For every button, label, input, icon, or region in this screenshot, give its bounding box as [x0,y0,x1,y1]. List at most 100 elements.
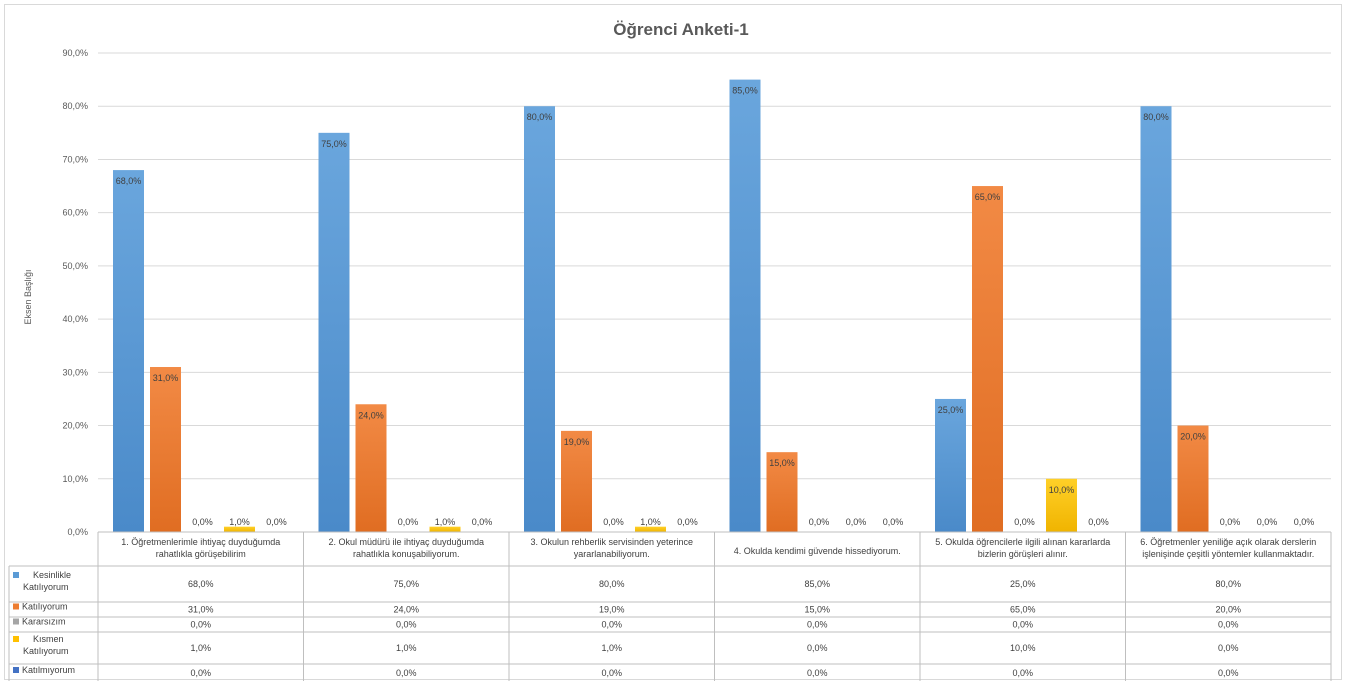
category-label: 4. Okulda kendimi güvende hissediyorum. [734,546,901,556]
y-tick-label: 0,0% [67,527,88,537]
data-label: 0,0% [1294,517,1315,527]
category-label: yararlanabiliyorum. [574,549,650,559]
y-tick-label: 80,0% [62,101,88,111]
data-label: 24,0% [358,410,384,420]
table-cell: 0,0% [601,668,622,678]
data-label: 68,0% [116,176,142,186]
table-cell: 0,0% [807,620,828,630]
gridlines [98,52,1331,533]
bar [355,404,387,532]
table-cell: 0,0% [190,620,211,630]
table-cell: 0,0% [396,620,417,630]
data-label: 75,0% [321,139,347,149]
table-cell: 80,0% [599,579,625,589]
table-cell: 1,0% [396,643,417,653]
data-label: 20,0% [1180,432,1206,442]
y-tick-label: 90,0% [62,48,88,58]
table-cell: 0,0% [1012,668,1033,678]
category-label: 2. Okul müdürü ile ihtiyaç duyduğumda [328,537,484,547]
legend-label: Katılıyorum [22,602,68,612]
category-label: işlenişinde çeşitli yöntemler kullanmakt… [1142,549,1314,559]
legend-label: Katılmıyorum [22,665,75,675]
category-label: rahatlıkla görüşebilirim [156,549,246,559]
data-label: 0,0% [1220,517,1241,527]
data-label: 0,0% [192,517,213,527]
bar [972,186,1003,533]
category-label: 6. Öğretmenler yeniliğe açık olarak ders… [1140,537,1316,547]
data-label: 80,0% [527,112,553,122]
category-label: 5. Okulda öğrencilerle ilgili alınan kar… [935,537,1110,547]
table-cell: 85,0% [804,579,830,589]
table-cell: 19,0% [599,605,625,615]
data-table: 1. Öğretmenlerimle ihtiyaç duyduğumda rah… [8,531,1332,681]
table-cell: 75,0% [393,579,419,589]
category-label: rahatlıkla konuşabiliyorum. [353,549,460,559]
legend-key-1 [13,603,19,610]
data-label: 19,0% [564,437,590,447]
data-labels: 68,0% 31,0% 0,0% 1,0% 0,0% 75,0% 24,0% 0,0% 1,0%… [116,86,1315,527]
legend-label: Kararsızım [22,617,66,627]
category-label: 3. Okulun rehberlik servisinden yeterinc… [530,537,693,547]
table-cell: 0,0% [807,668,828,678]
data-label: 1,0% [435,517,456,527]
bar [318,132,350,532]
table-cell: 10,0% [1010,643,1036,653]
table-cell: 24,0% [393,605,419,615]
y-tick-label: 50,0% [62,261,88,271]
category-label: bizlerin görüşleri alınır. [978,549,1068,559]
y-axis-label: Eksen Başlığı [23,269,33,324]
table-cell: 31,0% [188,605,214,615]
y-tick-label: 20,0% [62,421,88,431]
y-tick-label: 70,0% [62,154,88,164]
legend-key-0 [13,572,19,578]
data-label: 0,0% [472,517,493,527]
table-cell: 1,0% [190,643,211,653]
bar [729,79,761,532]
data-label: 0,0% [1014,517,1035,527]
table-cell: 0,0% [396,668,417,678]
data-label: 0,0% [1088,517,1109,527]
table-cell: 0,0% [807,643,828,653]
chart-title: Öğrenci Anketi-1 [613,20,748,39]
data-label: 1,0% [229,517,250,527]
bar [635,526,666,532]
legend-label: Kısmen [33,634,64,644]
table-cell: 1,0% [601,643,622,653]
bar [524,106,555,532]
legend-label: Katılıyorum [23,646,69,656]
data-label: 85,0% [732,86,758,96]
data-label: 0,0% [883,517,904,527]
table-cell: 25,0% [1010,579,1036,589]
data-label: 0,0% [398,517,419,527]
table-cell: 0,0% [190,668,211,678]
bar [935,398,966,532]
bar [224,526,255,532]
data-label: 15,0% [769,458,795,468]
y-tick-label: 10,0% [62,474,88,484]
table-cell: 80,0% [1215,579,1241,589]
chart-container: Öğrenci Anketi-1 Eksen Başlığı 0,0% 10,0%… [4,4,1342,681]
data-label: 80,0% [1143,112,1169,122]
bar [429,526,461,532]
table-cell: 20,0% [1215,605,1241,615]
y-axis-ticks: 0,0% 10,0% 20,0% 30,0% 40,0% 50,0% 60,0% 70,0% 8… [62,48,88,537]
table-cell: 65,0% [1010,605,1036,615]
data-label: 0,0% [809,517,830,527]
legend-key-4 [13,667,19,673]
data-label: 0,0% [603,517,624,527]
table-cell: 0,0% [601,620,622,630]
data-label: 0,0% [846,517,867,527]
table-cell: 0,0% [1218,643,1239,653]
legend-label: Katılıyorum [23,582,69,592]
bar [1046,478,1077,532]
bar [1177,425,1209,532]
data-label: 31,0% [153,373,179,383]
category-label: 1. Öğretmenlerimle ihtiyaç duyduğumda [121,537,280,547]
table-cell: 0,0% [1218,620,1239,630]
bar [113,170,144,533]
data-label: 0,0% [266,517,287,527]
table-cell: 0,0% [1012,620,1033,630]
bar [561,430,592,532]
data-label: 65,0% [975,192,1001,202]
data-label: 1,0% [640,517,661,527]
